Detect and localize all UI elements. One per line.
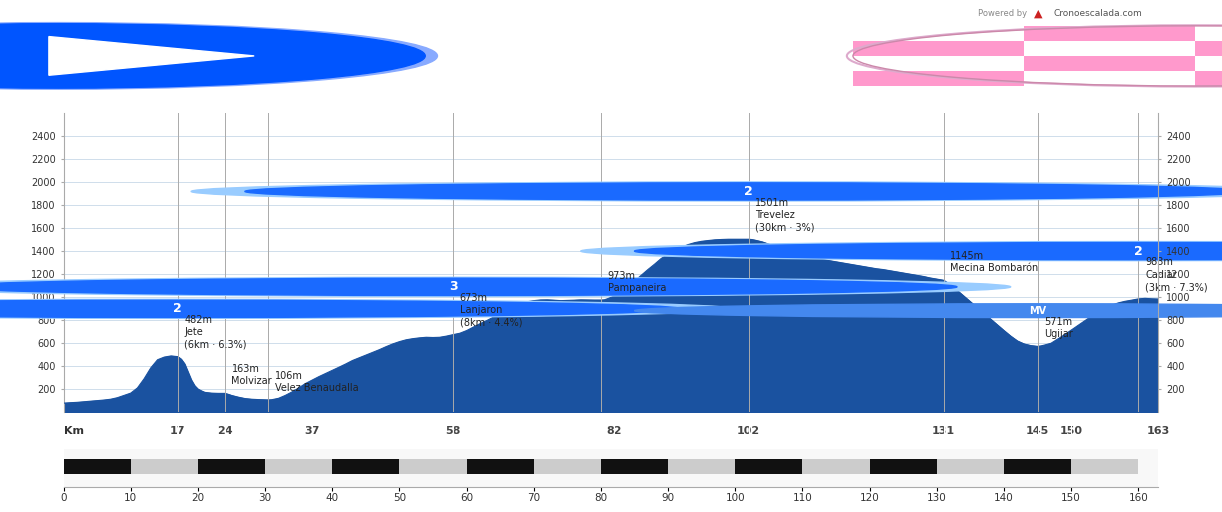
Bar [937, 459, 1004, 474]
Circle shape [0, 23, 437, 89]
Circle shape [0, 300, 682, 317]
Text: 2: 2 [744, 185, 753, 198]
Text: 145: 145 [1026, 426, 1050, 436]
Text: LA HERRADURA 78m: LA HERRADURA 78m [114, 46, 354, 66]
Bar [803, 459, 870, 474]
Text: 150: 150 [1059, 426, 1083, 436]
Text: 163: 163 [1146, 426, 1171, 436]
Circle shape [0, 24, 425, 88]
Circle shape [0, 278, 1011, 296]
Bar [1195, 56, 1222, 71]
Circle shape [0, 278, 957, 295]
Bar [467, 459, 534, 474]
Bar [736, 459, 803, 474]
Bar [64, 459, 131, 474]
Text: 82: 82 [606, 426, 622, 436]
Text: 163m
Molvizar: 163m Molvizar [231, 364, 273, 387]
Text: 17: 17 [170, 426, 186, 436]
Bar [853, 26, 1024, 41]
Bar [400, 459, 467, 474]
Bar [853, 56, 1024, 71]
Bar [265, 459, 332, 474]
Text: MV: MV [1029, 306, 1046, 316]
Bar [1004, 459, 1072, 474]
Bar [1024, 56, 1195, 71]
Text: 2: 2 [174, 302, 182, 315]
Text: 1145m
Mecina Bombarón: 1145m Mecina Bombarón [951, 251, 1039, 273]
Text: 973m
Pampaneira: 973m Pampaneira [607, 271, 666, 293]
Text: ▲: ▲ [1034, 9, 1042, 18]
Text: 37: 37 [304, 426, 320, 436]
Text: CADIAR  982m: CADIAR 982m [1033, 46, 1201, 66]
Circle shape [634, 243, 1222, 260]
Bar [1195, 71, 1222, 86]
Text: Cronoescalada.com: Cronoescalada.com [1053, 9, 1143, 17]
Text: 58: 58 [446, 426, 461, 436]
Circle shape [634, 304, 1222, 317]
Bar [1195, 41, 1222, 56]
Bar [1024, 41, 1195, 56]
Circle shape [580, 242, 1222, 261]
Bar [853, 71, 1024, 86]
Text: Km: Km [64, 426, 83, 436]
Circle shape [0, 299, 736, 318]
Bar [1195, 26, 1222, 41]
Bar [853, 41, 1024, 56]
Circle shape [191, 182, 1222, 201]
Text: 2: 2 [1134, 245, 1143, 258]
Bar [870, 459, 937, 474]
Bar [668, 459, 736, 474]
Text: 24: 24 [218, 426, 232, 436]
Text: 102: 102 [737, 426, 760, 436]
Text: 482m
Jete
(6km · 6.3%): 482m Jete (6km · 6.3%) [185, 315, 247, 350]
Bar [601, 459, 668, 474]
Circle shape [244, 183, 1222, 200]
Bar [1024, 71, 1195, 86]
Bar [534, 459, 601, 474]
Text: 3: 3 [448, 281, 457, 293]
Text: 1501m
Trevelez
(30km · 3%): 1501m Trevelez (30km · 3%) [755, 198, 815, 232]
Bar [1072, 459, 1139, 474]
Bar [332, 459, 400, 474]
Bar [198, 459, 265, 474]
Text: 571m
Ugijar: 571m Ugijar [1045, 317, 1073, 339]
Text: 983m
Cadiar
(3km · 7.3%): 983m Cadiar (3km · 7.3%) [1145, 257, 1207, 292]
Text: 131: 131 [932, 426, 956, 436]
Text: 673m
Lanjaron
(8km · 4.4%): 673m Lanjaron (8km · 4.4%) [459, 293, 522, 328]
Bar [1024, 26, 1195, 41]
Text: Powered by: Powered by [978, 9, 1026, 17]
Polygon shape [49, 36, 254, 75]
Text: 106m
Velez Benaudalla: 106m Velez Benaudalla [275, 371, 359, 393]
Bar [131, 459, 198, 474]
